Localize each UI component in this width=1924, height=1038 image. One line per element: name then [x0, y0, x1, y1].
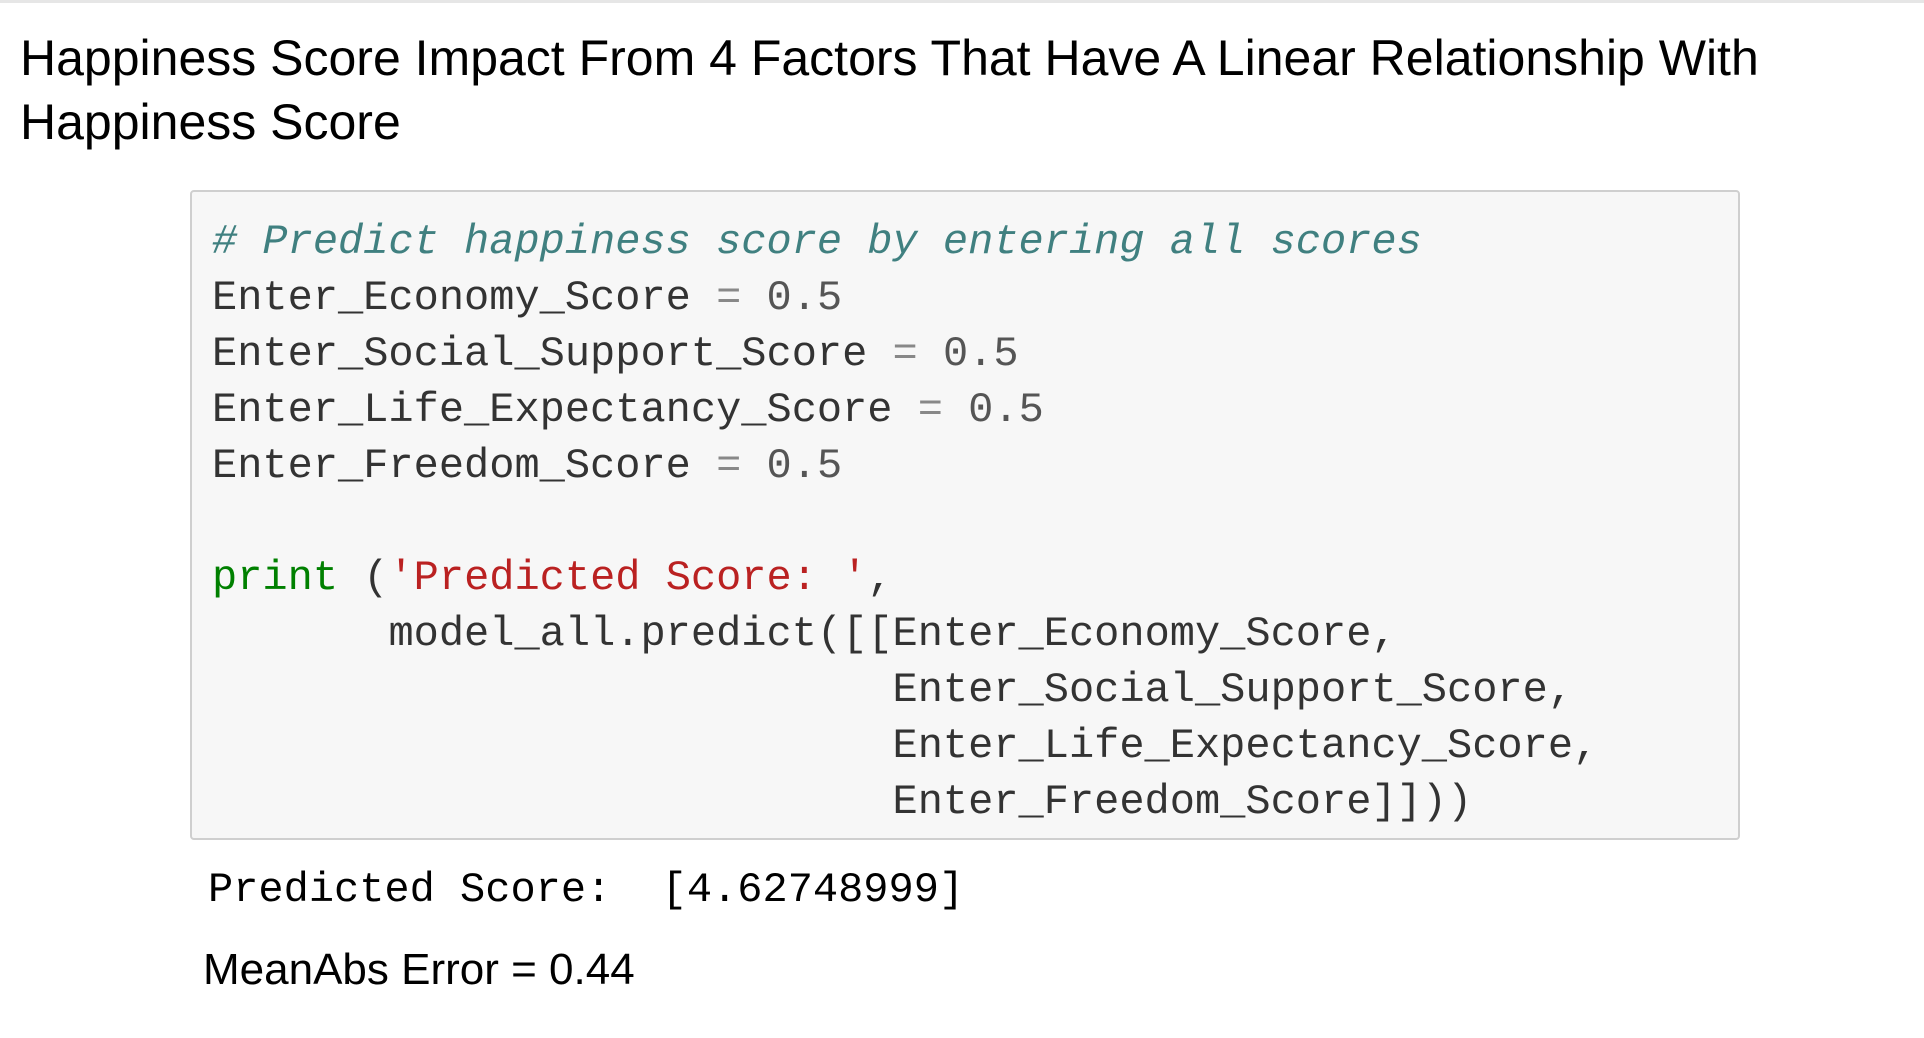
code-line-arg-life: Enter_Life_Expectancy_Score, [892, 722, 1599, 770]
code-line-predict-call: model_all.predict([[Enter_Economy_Score, [388, 610, 1397, 658]
code-line-social-support: Enter_Social_Support_Score = 0.5 [212, 330, 1019, 378]
code-comment: # Predict happiness score by entering al… [212, 218, 1422, 266]
code-line-arg-freedom: Enter_Freedom_Score]])) [892, 778, 1473, 826]
code-line-arg-social: Enter_Social_Support_Score, [892, 666, 1574, 714]
mean-abs-error-text: MeanAbs Error = 0.44 [203, 945, 635, 994]
code-line-economy: Enter_Economy_Score = 0.5 [212, 274, 843, 322]
markdown-heading: Happiness Score Impact From 4 Factors Th… [20, 30, 1759, 150]
code-cell[interactable]: # Predict happiness score by entering al… [190, 190, 1740, 840]
code-line-print: print ('Predicted Score: ', [212, 554, 893, 602]
cell-divider [0, 0, 1924, 3]
cell-output: Predicted Score: [4.62748999] [208, 866, 965, 914]
code-line-freedom: Enter_Freedom_Score = 0.5 [212, 442, 843, 490]
code-line-life-expectancy: Enter_Life_Expectancy_Score = 0.5 [212, 386, 1044, 434]
code-editor[interactable]: # Predict happiness score by entering al… [212, 214, 1598, 830]
